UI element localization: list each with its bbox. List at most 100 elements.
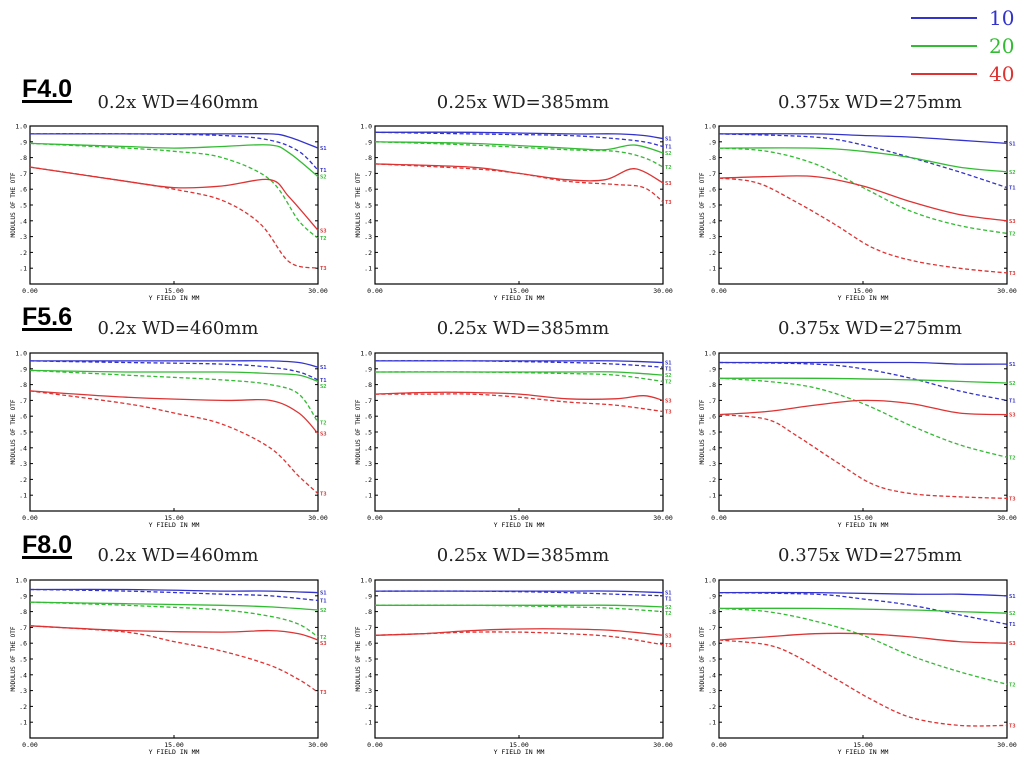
y-tick-label: .6 [19, 186, 27, 194]
y-tick-label: .7 [708, 170, 716, 178]
series-end-label: T3 [665, 409, 672, 415]
y-tick-label: .3 [708, 687, 716, 695]
series-s2-20 [29, 601, 319, 611]
series-end-label: S2 [320, 384, 327, 390]
y-axis-label: MODULUS OF THE OTF [699, 172, 706, 237]
x-tick-label: 30.00 [653, 741, 673, 749]
y-tick-label: .2 [19, 703, 27, 711]
y-tick-label: .3 [19, 687, 27, 695]
series-end-label: S2 [665, 151, 672, 157]
x-axis-label: Y FIELD IN MM [494, 521, 545, 529]
series-t3-40 [29, 390, 319, 495]
y-tick-label: .6 [19, 640, 27, 648]
legend-line-10 [911, 17, 977, 19]
series-end-label: S1 [665, 591, 672, 597]
series-t2-20 [374, 371, 664, 383]
plot-title: 0.375x WD=275mm [778, 92, 962, 113]
mtf-plot-f8-0p25x: .1 .2 .3 .4 .5 .6 .7 .8 .9 1.0 0.00 15.00 30.00 Y FIE… [355, 577, 673, 757]
series-s3-40 [718, 632, 1008, 644]
x-tick-label: 15.00 [853, 514, 873, 522]
series-end-label: T2 [665, 379, 672, 385]
legend-label-10: 10 [989, 6, 1015, 30]
series-end-label: T2 [1009, 682, 1016, 688]
y-tick-label: .1 [19, 719, 27, 727]
series-end-label: S2 [320, 175, 327, 181]
x-tick-label: 0.00 [22, 741, 38, 749]
y-tick-label: .7 [708, 624, 716, 632]
series-end-label: T3 [320, 266, 327, 272]
series-end-label: S3 [320, 641, 327, 647]
y-tick-label: .3 [708, 460, 716, 468]
x-tick-label: 30.00 [653, 287, 673, 295]
x-tick-label: 15.00 [509, 287, 529, 295]
series-end-label: T1 [320, 599, 327, 605]
y-tick-label: 1.0 [704, 350, 716, 358]
series-end-label: T1 [320, 378, 327, 384]
y-tick-label: 1.0 [360, 123, 372, 131]
y-tick-label: 1.0 [704, 123, 716, 131]
y-axis-label: MODULUS OF THE OTF [10, 399, 17, 464]
series-end-label: S1 [1009, 362, 1016, 368]
y-tick-label: .8 [708, 381, 716, 389]
y-tick-label: .5 [364, 429, 372, 437]
series-s1-10 [719, 361, 1008, 365]
series-s1-10 [375, 360, 664, 364]
y-tick-label: .8 [708, 608, 716, 616]
y-tick-label: 1.0 [15, 350, 27, 358]
y-axis-label: MODULUS OF THE OTF [699, 399, 706, 464]
series-s2-20 [374, 371, 664, 376]
series-s1-10 [29, 588, 319, 594]
y-tick-label: .6 [708, 186, 716, 194]
series-end-label: T2 [665, 611, 672, 617]
y-tick-label: .3 [708, 233, 716, 241]
series-s2-20 [29, 142, 319, 178]
series-t2-20 [374, 604, 664, 613]
y-tick-label: .1 [19, 492, 27, 500]
mtf-plot-f8-0p375x: .1 .2 .3 .4 .5 .6 .7 .8 .9 1.0 0.00 15.00 30.00 Y FIE… [699, 577, 1017, 757]
series-t2-20 [29, 369, 319, 423]
y-tick-label: .9 [19, 592, 27, 600]
legend-label-20: 20 [989, 34, 1015, 58]
x-tick-label: 30.00 [997, 741, 1017, 749]
series-end-label: T1 [1009, 622, 1016, 628]
y-tick-label: .4 [708, 217, 716, 225]
series-end-label: S1 [320, 365, 327, 371]
mtf-plot-f8-0p2x: .1 .2 .3 .4 .5 .6 .7 .8 .9 1.0 0.00 15.00 30.00 Y FIE… [10, 577, 328, 757]
series-t2-20 [718, 147, 1008, 235]
series-s3-40 [718, 399, 1008, 416]
y-tick-label: .1 [364, 719, 372, 727]
series-end-label: T2 [320, 421, 327, 427]
x-tick-label: 0.00 [367, 514, 383, 522]
x-axis-label: Y FIELD IN MM [149, 748, 200, 756]
y-tick-label: .2 [364, 476, 372, 484]
y-tick-label: .2 [19, 476, 27, 484]
y-axis-label: MODULUS OF THE OTF [10, 626, 17, 691]
plot-title: 0.2x WD=460mm [97, 92, 259, 113]
y-tick-label: .9 [19, 138, 27, 146]
legend-line-20 [911, 45, 977, 47]
y-tick-label: .4 [19, 217, 27, 225]
series-t3-40 [718, 413, 1008, 500]
series-t1-10 [29, 360, 319, 381]
y-tick-label: 1.0 [704, 577, 716, 585]
y-tick-label: .4 [364, 671, 372, 679]
series-t3-40 [374, 163, 664, 203]
series-end-label: S2 [1009, 611, 1016, 617]
series-end-label: S1 [320, 591, 327, 597]
series-t3-40 [718, 639, 1008, 727]
y-tick-label: .1 [19, 265, 27, 273]
x-tick-label: 0.00 [22, 514, 38, 522]
series-end-label: S1 [665, 137, 672, 143]
series-end-label: T1 [320, 168, 327, 174]
series-s2-20 [29, 369, 319, 383]
y-tick-label: .2 [19, 249, 27, 257]
plot-title: 0.2x WD=460mm [97, 318, 259, 339]
x-tick-label: 30.00 [997, 514, 1017, 522]
series-s1-10 [29, 360, 319, 368]
plot-title: 0.25x WD=385mm [436, 318, 610, 339]
y-tick-label: 1.0 [15, 577, 27, 585]
mtf-plot-f5-6-0p375x: .1 .2 .3 .4 .5 .6 .7 .8 .9 1.0 0.00 15.00 30.00 Y FIE… [699, 350, 1017, 530]
series-t3-40 [374, 631, 664, 646]
y-tick-label: .1 [708, 492, 716, 500]
series-end-label: T2 [1009, 231, 1016, 237]
